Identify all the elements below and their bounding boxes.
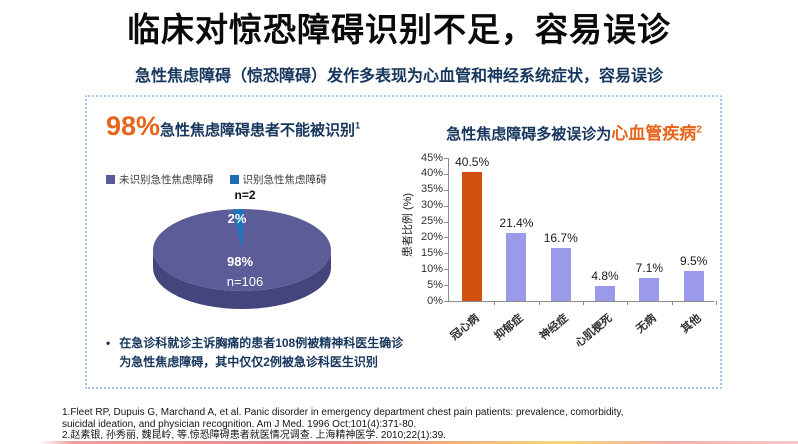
- ytick-mark: [444, 189, 448, 191]
- pie-slice-small: [233, 208, 244, 250]
- right-chart-headline: 急性焦虑障碍多被误诊为心血管疾病2: [430, 119, 718, 144]
- ytick-label: 45%: [420, 151, 443, 164]
- bullet-note: • 在急诊科就诊主诉胸痛的患者108例被精神科医生确诊为急性焦虑障碍，其中仅仅2…: [106, 334, 406, 372]
- ytick-mark: [444, 253, 448, 255]
- reference-line: 1.Fleet RP, Dupuis G, Marchand A, et al.…: [62, 407, 624, 418]
- reference-line: 2.赵素银, 孙秀丽, 魏昆岭, 等.惊恐障碍患者就医情况调查. 上海精神医学.…: [62, 430, 446, 441]
- ytick-mark: [444, 158, 448, 159]
- references: 1.Fleet RP, Dupuis G, Marchand A, et al.…: [62, 407, 762, 442]
- bar-心肌梗死: [595, 285, 616, 301]
- ytick-label: 35%: [420, 183, 443, 196]
- bottom-gradient-line: [0, 441, 798, 444]
- headline-percentage: 98%: [106, 111, 161, 141]
- legend-swatch-purple: [106, 175, 115, 184]
- y-axis-line: [448, 158, 449, 301]
- xtick-mark: [494, 301, 496, 305]
- pie-legend: 未识别急性焦虑障碍 识别急性焦虑障碍: [106, 172, 327, 187]
- headline-superscript: 1: [355, 120, 361, 131]
- ytick-label: 0%: [427, 294, 443, 307]
- bullet-dot: •: [106, 336, 111, 350]
- xtick-mark: [671, 301, 673, 305]
- x-axis-line: [448, 301, 714, 302]
- headline-text: 急性焦虑障碍患者不能被识别: [160, 122, 356, 139]
- ytick-mark: [444, 173, 448, 175]
- bar-无病: [639, 278, 660, 301]
- bar-value-label: 9.5%: [679, 253, 708, 268]
- ytick-label: 20%: [420, 230, 443, 243]
- reference-line: suicidal ideation, and physician recogni…: [62, 418, 417, 430]
- xtick-mark: [715, 301, 717, 305]
- pie-chart: 2% 98% n=106: [153, 208, 331, 309]
- ytick-mark: [444, 269, 448, 271]
- bar-value-label: 40.5%: [455, 155, 490, 170]
- headline-superscript: 2: [696, 124, 702, 136]
- ytick-mark: [444, 285, 448, 287]
- left-chart-headline: 98%急性焦虑障碍患者不能被识别1: [106, 111, 406, 142]
- bar-其他: [683, 270, 704, 301]
- bar-value-label: 7.1%: [635, 261, 664, 276]
- legend-swatch-blue: [229, 175, 239, 184]
- xtick-mark: [582, 301, 584, 305]
- bar-value-label: 4.8%: [591, 268, 619, 283]
- legend-label: 识别急性焦虑障碍: [242, 174, 327, 186]
- pie-label-small: 2%: [228, 211, 247, 226]
- ytick-label: 10%: [420, 262, 443, 275]
- ytick-label: 5%: [427, 278, 443, 291]
- pie-label-n: n=106: [227, 274, 264, 289]
- ytick-label: 15%: [420, 246, 443, 259]
- ytick-mark: [444, 237, 448, 239]
- ytick-label: 30%: [420, 199, 443, 212]
- pie-side-band: [153, 250, 331, 309]
- ytick-label: 40%: [420, 167, 443, 180]
- ytick-mark: [444, 221, 448, 223]
- bullet-text: 在急诊科就诊主诉胸痛的患者108例被精神科医生确诊为急性焦虑障碍，其中仅仅2例被…: [119, 336, 404, 369]
- pie-annotation-n2: n=2: [234, 188, 256, 202]
- headline-highlight: 心血管疾病: [611, 124, 697, 143]
- ytick-mark: [444, 301, 448, 302]
- subtitle: 急性焦虑障碍（惊恐障碍）发作多表现为心血管和神经系统症状，容易误诊: [134, 68, 663, 85]
- ytick-mark: [444, 205, 448, 207]
- legend-label: 未识别急性焦虑障碍: [119, 174, 214, 186]
- legend-item-unrecognized: 未识别急性焦虑障碍: [106, 172, 214, 187]
- bar-抑郁症: [506, 232, 527, 301]
- ytick-label: 25%: [420, 215, 443, 228]
- headline-prefix: 急性焦虑障碍多被误诊为: [446, 126, 612, 143]
- page-title: 临床对惊恐障碍识别不足，容易误诊: [127, 11, 671, 48]
- bar-冠心病: [462, 172, 483, 301]
- legend-item-recognized: 识别急性焦虑障碍: [229, 172, 327, 187]
- bar-value-label: 16.7%: [543, 230, 578, 245]
- bar-chart: 患者比例 (%) 0% 5% 10% 15% 20% 25% 30% 35% 40% 45% 40.…: [393, 148, 718, 373]
- bar-神经症: [550, 247, 571, 301]
- pie-label-big: 98%: [227, 254, 253, 269]
- bar-value-label: 21.4%: [499, 215, 534, 230]
- xtick-mark: [538, 301, 540, 305]
- xtick-mark: [627, 301, 629, 305]
